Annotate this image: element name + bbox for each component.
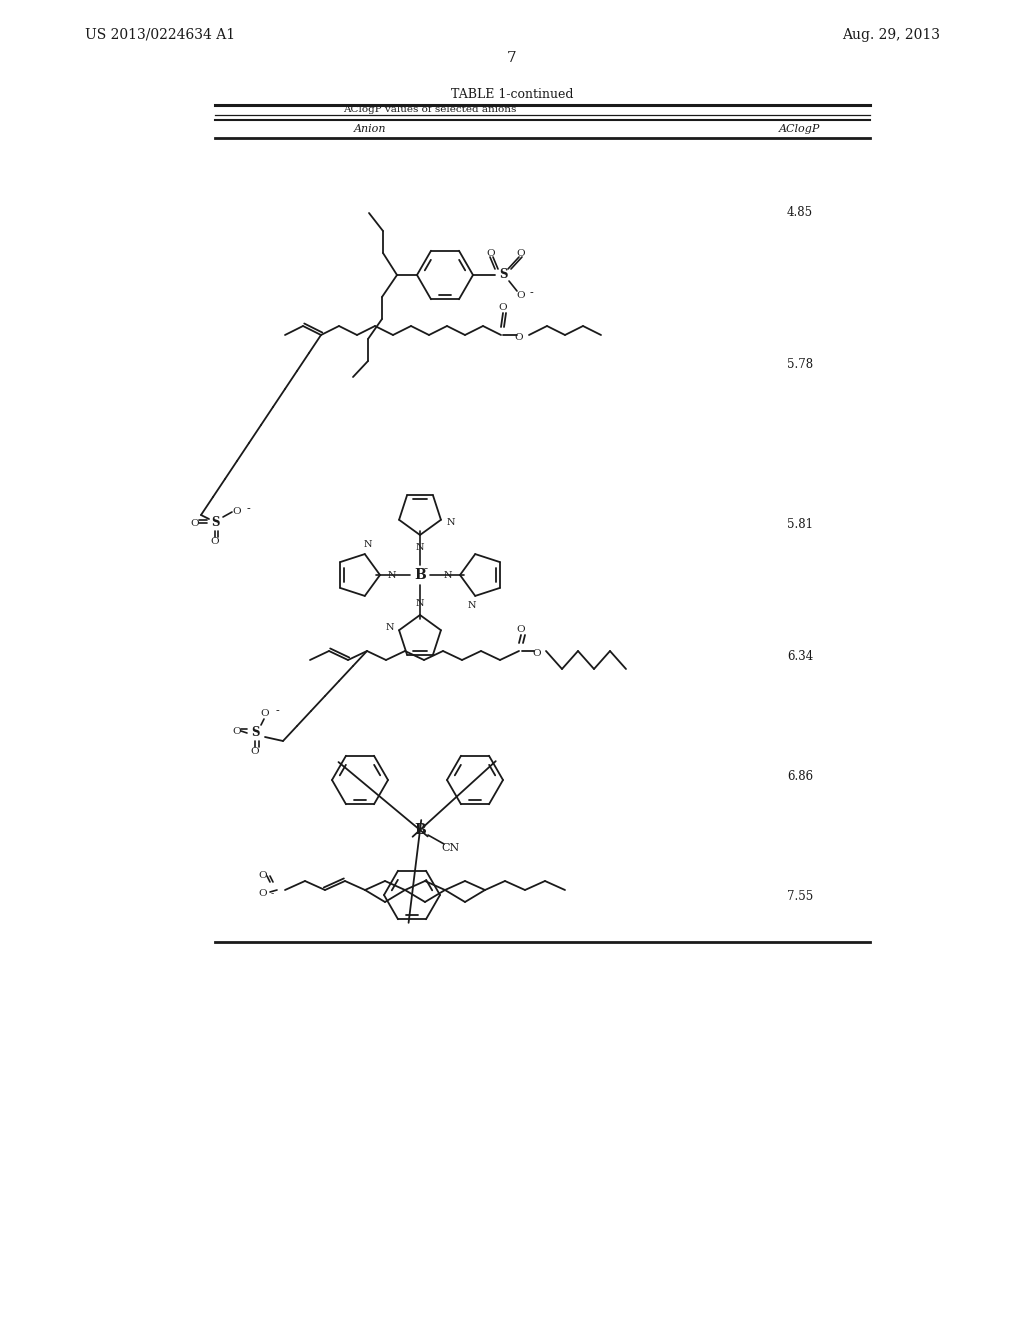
Text: O: O bbox=[232, 726, 242, 735]
Text: B: B bbox=[414, 568, 426, 582]
Text: O: O bbox=[486, 248, 496, 257]
Text: O: O bbox=[211, 536, 219, 545]
Text: -: - bbox=[275, 706, 279, 715]
Text: N: N bbox=[385, 623, 394, 631]
Text: -: - bbox=[270, 890, 273, 899]
Text: O: O bbox=[499, 304, 507, 313]
Text: O: O bbox=[259, 890, 267, 899]
Text: O: O bbox=[517, 290, 525, 300]
Text: 5.78: 5.78 bbox=[786, 359, 813, 371]
Text: 4.85: 4.85 bbox=[786, 206, 813, 219]
Text: AClogP values of selected anions: AClogP values of selected anions bbox=[343, 106, 517, 115]
Text: N: N bbox=[446, 519, 455, 528]
Text: US 2013/0224634 A1: US 2013/0224634 A1 bbox=[85, 28, 236, 42]
Text: O: O bbox=[532, 648, 542, 657]
Text: O: O bbox=[261, 709, 269, 718]
Text: N: N bbox=[468, 601, 476, 610]
Text: O: O bbox=[190, 519, 200, 528]
Text: Aug. 29, 2013: Aug. 29, 2013 bbox=[842, 28, 940, 42]
Text: N: N bbox=[364, 540, 372, 549]
Text: 6.34: 6.34 bbox=[786, 651, 813, 664]
Text: O: O bbox=[232, 507, 242, 516]
Text: O: O bbox=[515, 333, 523, 342]
Text: N: N bbox=[416, 598, 424, 607]
Text: S: S bbox=[499, 268, 507, 281]
Text: O: O bbox=[251, 747, 259, 755]
Text: 7.55: 7.55 bbox=[786, 891, 813, 903]
Text: -: - bbox=[246, 504, 250, 513]
Text: O: O bbox=[517, 248, 525, 257]
Text: -: - bbox=[424, 562, 428, 576]
Text: -: - bbox=[529, 288, 532, 298]
Text: S: S bbox=[211, 516, 219, 529]
Text: 7: 7 bbox=[507, 51, 517, 65]
Text: TABLE 1-continued: TABLE 1-continued bbox=[451, 87, 573, 100]
Text: 6.86: 6.86 bbox=[786, 771, 813, 784]
Text: S: S bbox=[251, 726, 259, 739]
Text: N: N bbox=[443, 570, 453, 579]
Text: N: N bbox=[416, 543, 424, 552]
Text: B: B bbox=[414, 822, 426, 837]
Text: O: O bbox=[517, 624, 525, 634]
Text: N: N bbox=[388, 570, 396, 579]
Text: O: O bbox=[259, 871, 267, 880]
Text: CN: CN bbox=[441, 843, 459, 853]
Text: 5.81: 5.81 bbox=[787, 519, 813, 532]
Text: Anion: Anion bbox=[353, 124, 386, 135]
Text: AClogP: AClogP bbox=[779, 124, 820, 135]
